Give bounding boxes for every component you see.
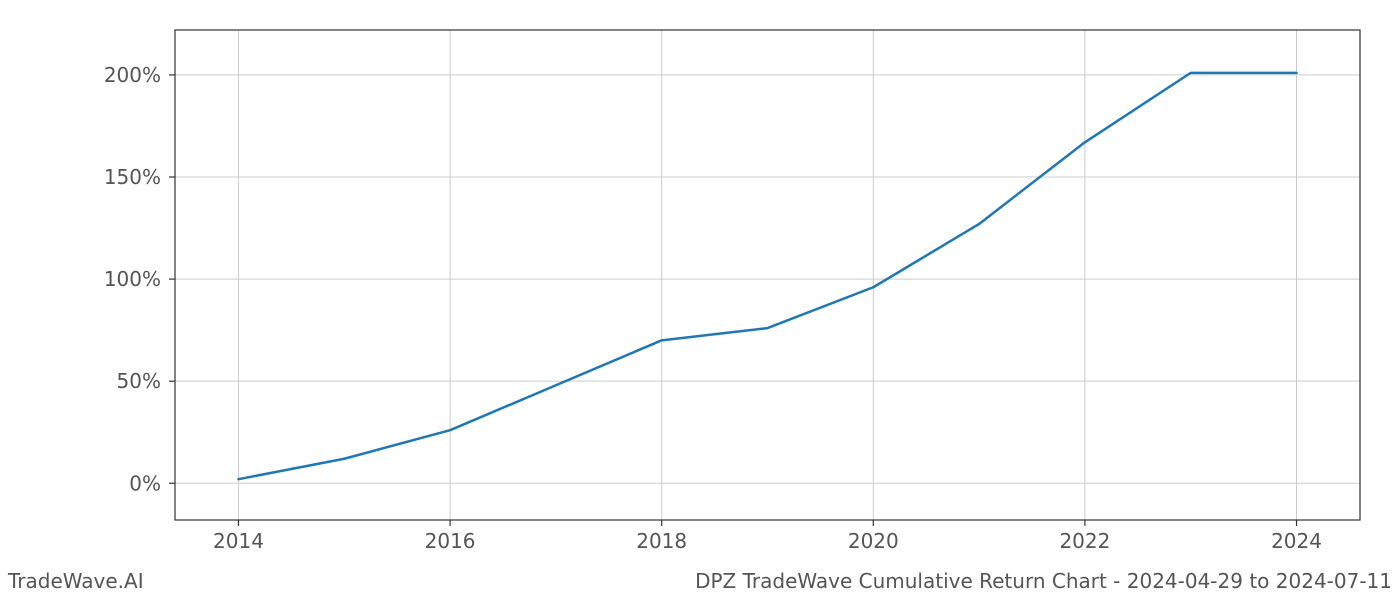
line-chart: 2014 2016 2018 2020 2022 2024 0% 50% 100% 150% 200…	[0, 0, 1400, 600]
y-tick-label: 150%	[104, 165, 161, 189]
footer-right-label: DPZ TradeWave Cumulative Return Chart - …	[695, 569, 1392, 593]
x-tick-label: 2022	[1059, 529, 1110, 553]
y-tick-label: 0%	[129, 471, 161, 495]
x-tick-label: 2014	[213, 529, 264, 553]
y-tick-label: 100%	[104, 267, 161, 291]
x-tick-label: 2016	[425, 529, 476, 553]
chart-background	[0, 0, 1400, 600]
footer-left-label: TradeWave.AI	[7, 569, 144, 593]
x-tick-label: 2018	[636, 529, 687, 553]
y-tick-label: 50%	[117, 369, 161, 393]
x-tick-label: 2024	[1271, 529, 1322, 553]
chart-container: 2014 2016 2018 2020 2022 2024 0% 50% 100% 150% 200…	[0, 0, 1400, 600]
x-tick-label: 2020	[848, 529, 899, 553]
y-tick-label: 200%	[104, 63, 161, 87]
